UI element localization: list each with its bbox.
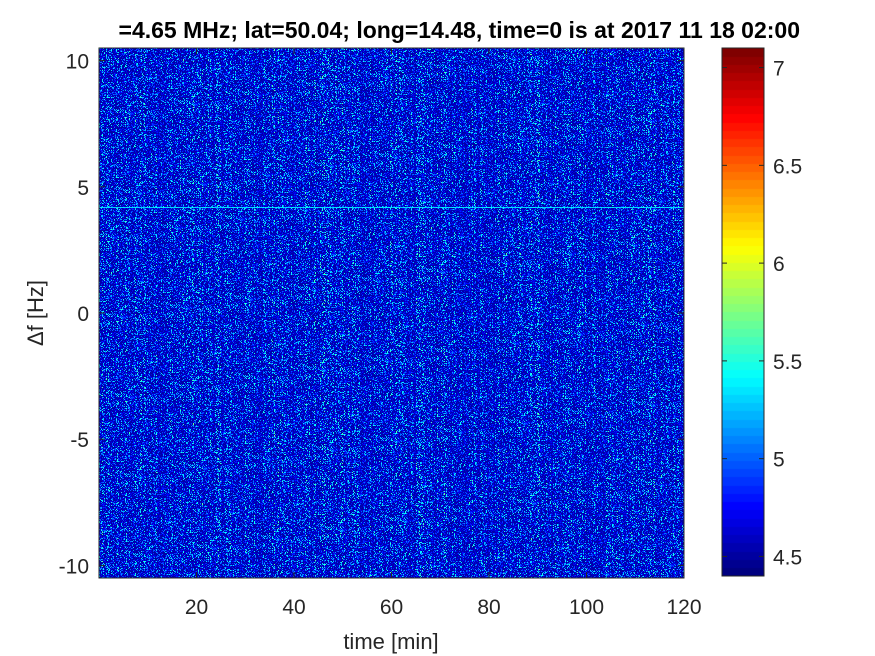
colorbar-tick-label: 7	[773, 58, 785, 81]
y-tick-label: 0	[77, 303, 89, 326]
x-tick-label: 80	[477, 596, 500, 619]
y-axis-label: Δf [Hz]	[23, 280, 48, 346]
y-tick-label: -10	[59, 555, 89, 578]
chart-title: =4.65 MHz; lat=50.04; long=14.48, time=0…	[0, 17, 875, 47]
y-tick-label: 10	[66, 51, 89, 74]
colorbar-frame	[721, 47, 765, 577]
colorbar-axis: 4.5 5 5.5 6 6.5 7	[722, 58, 802, 569]
colorbar-tick-label: 6.5	[773, 155, 802, 178]
x-tick-label: 60	[380, 596, 403, 619]
y-tick-label: -5	[70, 429, 89, 452]
y-axis: -10 -5 0 5 10	[59, 51, 684, 578]
x-axis-label: time [min]	[343, 629, 438, 654]
colorbar-tick-label: 5.5	[773, 351, 802, 374]
colorbar-tick-label: 5	[773, 449, 785, 472]
colorbar-tick-label: 4.5	[773, 546, 802, 569]
plot-frame	[98, 47, 685, 579]
x-tick-label: 20	[185, 596, 208, 619]
x-tick-label: 40	[282, 596, 305, 619]
colorbar	[722, 48, 764, 576]
x-tick-label: 100	[569, 596, 604, 619]
x-axis: 20 40 60 80 100 120	[185, 48, 702, 619]
colorbar-tick-label: 6	[773, 253, 785, 276]
spectrogram-plot-area	[99, 48, 684, 578]
chart-title-text: =4.65 MHz; lat=50.04; long=14.48, time=0…	[118, 17, 800, 43]
x-tick-label: 120	[666, 596, 701, 619]
y-tick-label: 5	[77, 177, 89, 200]
